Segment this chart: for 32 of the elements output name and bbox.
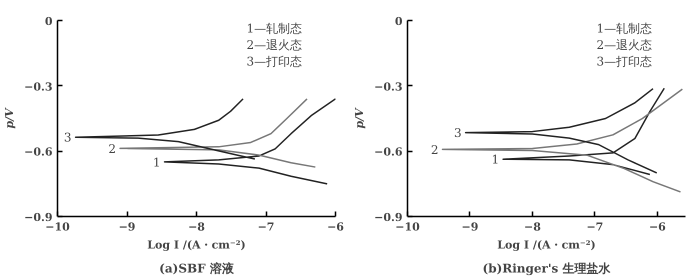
x-tick-label: −9 [462,220,478,234]
annotation: 3—打印态 [596,54,652,69]
y-tick-label: −0.6 [24,146,53,159]
x-tick-label: −6 [648,220,666,234]
text: (b)Ringer's 生理盐水 [482,262,612,276]
x-tick-label: −9 [118,220,136,234]
y-axis-title: p/V [353,106,366,129]
annotation: 2—退火态 [596,38,652,52]
annotation: 3 [64,130,72,145]
y-tick-label: 0 [44,15,53,28]
annotation: 1 [152,155,161,170]
annotation: 2 [108,142,116,156]
annotation: 1—轧制态 [246,21,302,36]
x-tick-label: −7 [258,220,274,234]
x-tick-label: −7 [586,220,604,234]
annotation: 3 [454,126,462,140]
y-tick-label: −0.6 [374,146,403,159]
annotation: 3—打印态 [246,54,302,69]
annotation: 2 [430,142,438,157]
y-tick-label: −0.3 [24,80,53,94]
annotation: 1—轧制态 [596,21,652,36]
x-axis-title: Log I /(A・cm⁻²) [147,238,246,252]
text: (a)SBF 溶液 [159,262,235,276]
x-axis-title: Log I /(A・cm⁻²) [497,238,596,252]
x-tick-label: −6 [327,220,344,234]
annotation: 1 [491,152,500,167]
x-tick-label: −8 [524,220,542,234]
y-tick-label: 0 [394,15,403,28]
y-axis-title: p/V [3,106,16,129]
x-tick-label: −8 [188,220,206,234]
y-tick-label: −0.3 [374,80,403,94]
annotation: 2—退火态 [246,38,302,52]
